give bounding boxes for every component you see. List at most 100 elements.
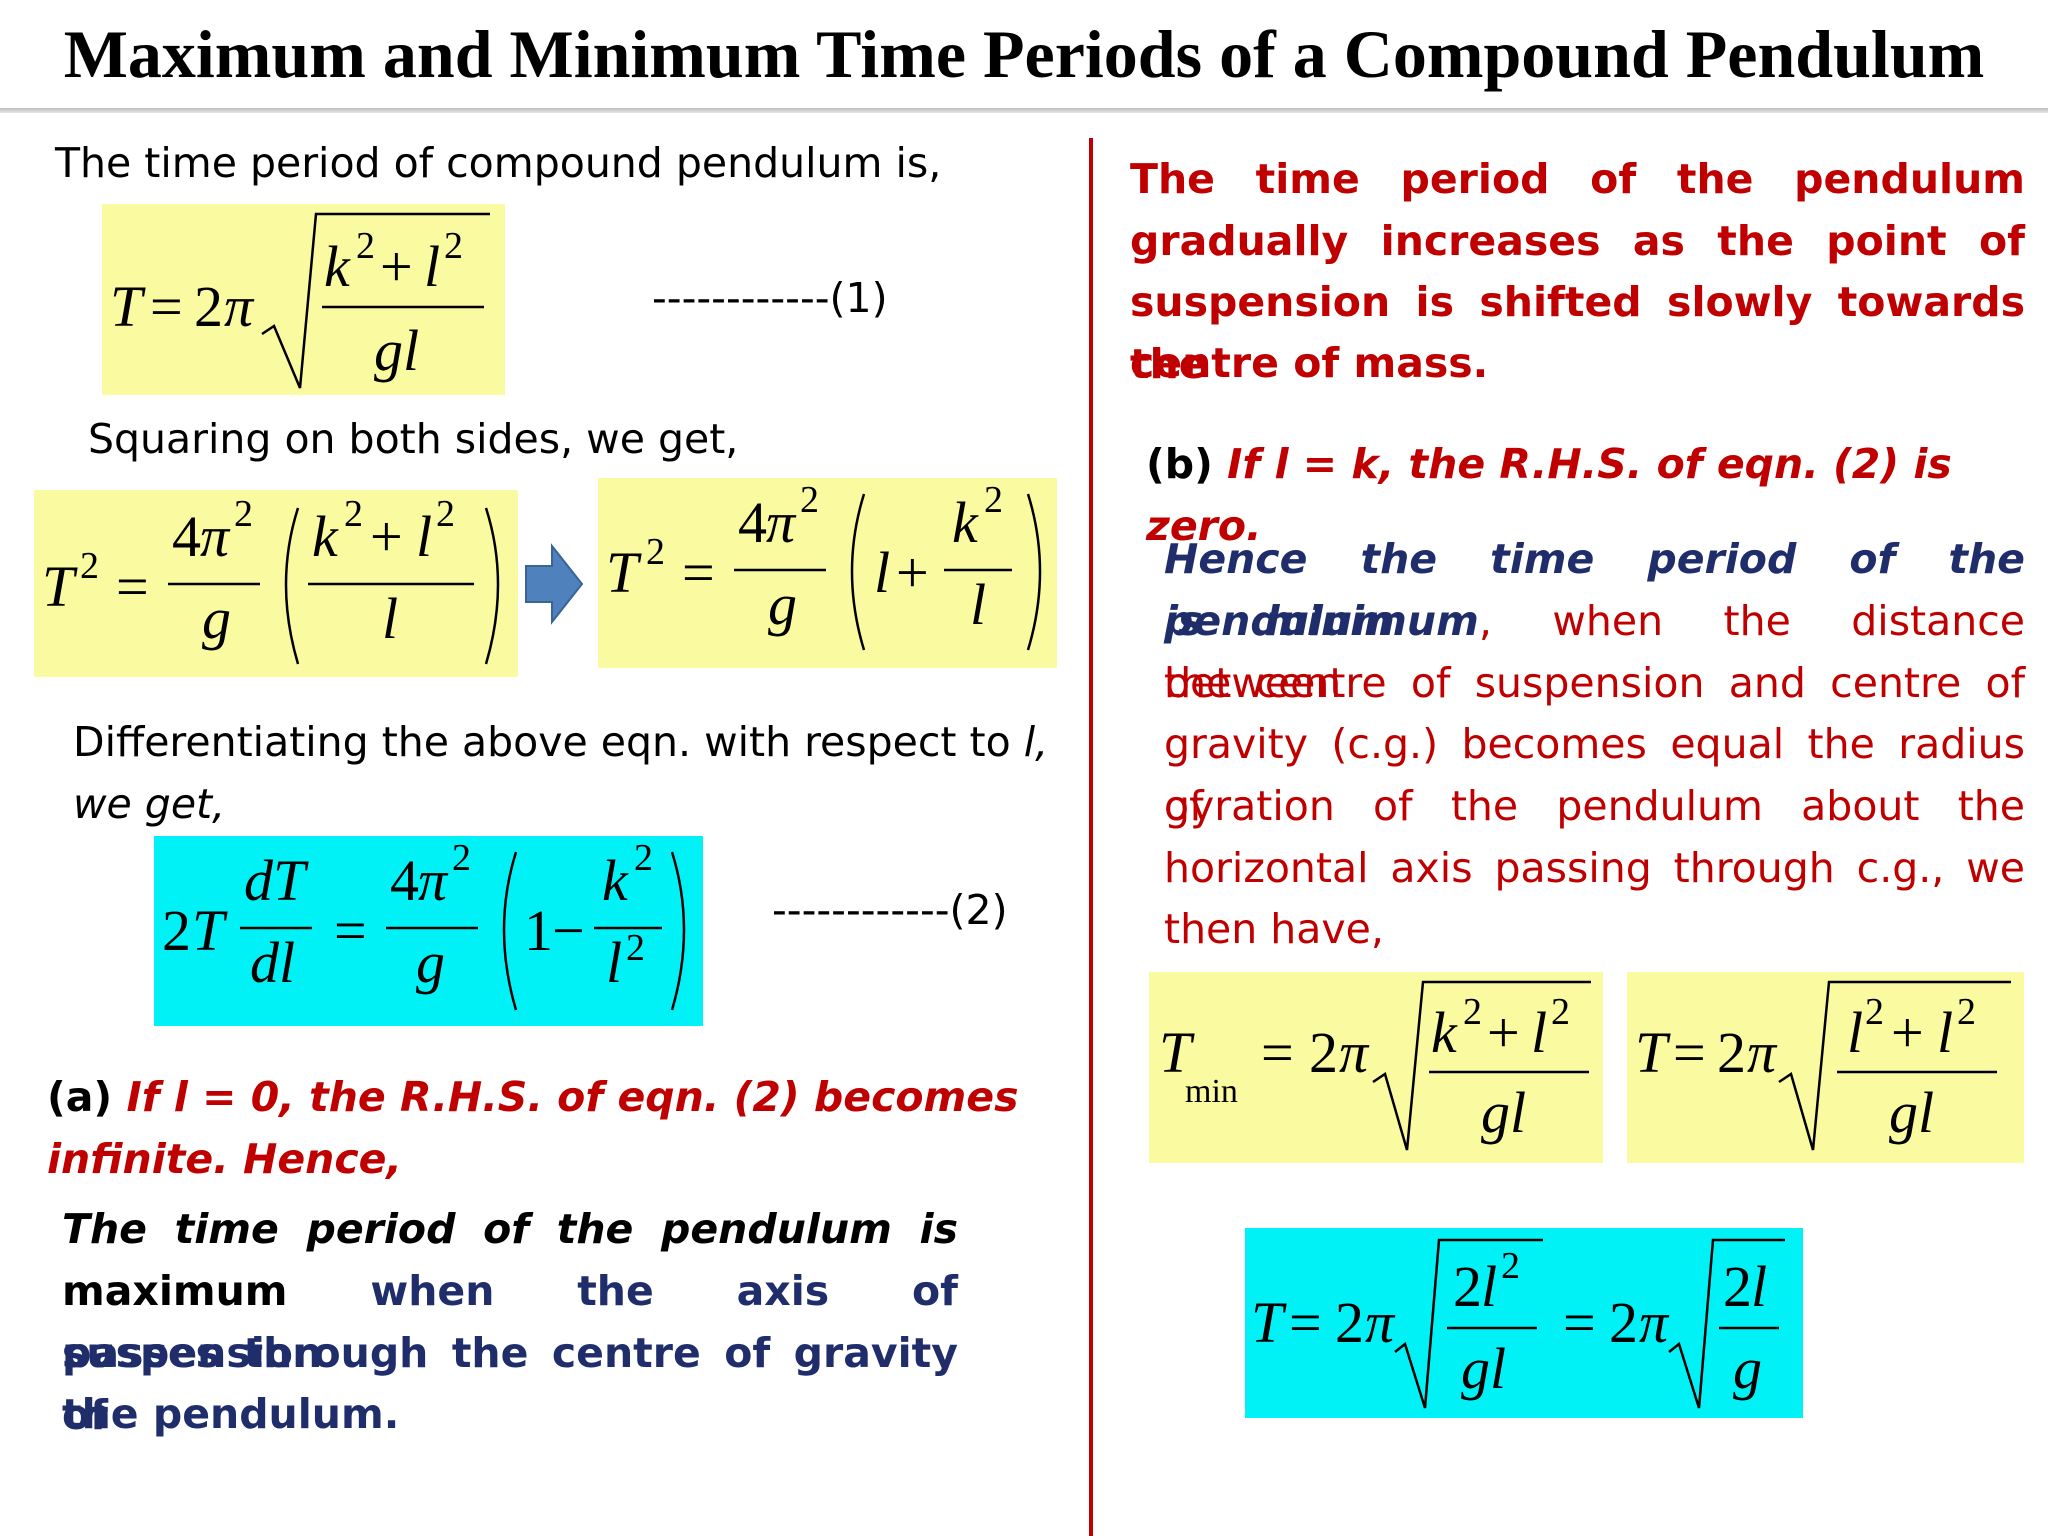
svg-text:T: T: [1159, 1020, 1195, 1085]
right-arrow-icon: [525, 543, 584, 625]
svg-text:1: 1: [524, 898, 553, 963]
svg-text:2: 2: [1609, 1290, 1638, 1355]
svg-text:2: 2: [1551, 991, 1570, 1033]
svg-text:2: 2: [80, 545, 99, 587]
svg-text:2: 2: [1463, 991, 1482, 1033]
svg-text:2: 2: [436, 493, 455, 535]
svg-text:l: l: [1531, 1000, 1547, 1065]
max-line1-text: The time period of the pendulum is: [62, 1205, 958, 1253]
max-line4: the pendulum.: [62, 1390, 400, 1438]
equation-squared-box: T 2 = 4 π 2 g k 2 + l 2 l: [34, 490, 518, 677]
svg-text:+: +: [1891, 1000, 1924, 1065]
svg-text:2: 2: [1723, 1254, 1752, 1319]
tmin-equation: T min = 2 π k 2 + l 2 gl: [1159, 980, 1591, 1151]
case-b-condition: If l = k, the R.H.S. of eqn. (2) is zero…: [1146, 440, 1952, 550]
svg-text:k: k: [324, 234, 351, 299]
svg-text:k: k: [1431, 1000, 1458, 1065]
svg-text:T: T: [110, 274, 146, 339]
max-keyword: maximum: [62, 1267, 288, 1315]
svg-text:l: l: [1481, 1254, 1497, 1319]
svg-text:2: 2: [194, 274, 223, 339]
svg-text:k: k: [952, 490, 979, 555]
squaring-text: Squaring on both sides, we get,: [88, 415, 739, 463]
svg-text:T: T: [1251, 1290, 1287, 1355]
max-line2: maximum when the axis of suspension: [62, 1260, 958, 1384]
min-line2: is minimum, when the distance between: [1164, 590, 2025, 714]
final-equation: T = 2 π 2 l 2 gl = 2 π 2 l g: [1251, 1238, 1785, 1409]
page-title: Maximum and Minimum Time Periods of a Co…: [63, 16, 1985, 92]
svg-text:π: π: [766, 490, 797, 555]
svg-text:2: 2: [626, 927, 645, 969]
svg-text:−: −: [552, 898, 585, 963]
svg-text:g: g: [768, 572, 797, 637]
svg-text:l: l: [1937, 1000, 1953, 1065]
svg-text:gl: gl: [374, 318, 419, 383]
svg-text:=: =: [1673, 1020, 1706, 1085]
case-b-label: (b): [1146, 440, 1213, 488]
svg-text:π: π: [1339, 1020, 1370, 1085]
t-substituted-box: T = 2 π l 2 + l 2 gl: [1627, 972, 2024, 1163]
svg-text:π: π: [224, 274, 255, 339]
equation-2-tag: ------------(2): [772, 886, 1008, 934]
svg-text:2: 2: [234, 493, 253, 535]
svg-text:2: 2: [356, 225, 375, 267]
svg-text:+: +: [896, 540, 929, 605]
svg-text:=: =: [334, 898, 367, 963]
svg-text:2: 2: [1865, 991, 1884, 1033]
tmin-equation-box: T min = 2 π k 2 + l 2 gl: [1149, 972, 1603, 1163]
svg-text:min: min: [1185, 1073, 1238, 1110]
differentiate-variable: l,: [1023, 718, 1049, 766]
svg-text:2: 2: [1309, 1020, 1338, 1085]
differentiate-text-cont: we get,: [73, 780, 226, 828]
max-line1: The time period of the pendulum is: [62, 1198, 958, 1260]
svg-text:π: π: [200, 504, 231, 569]
svg-text:π: π: [1747, 1020, 1778, 1085]
svg-text:4: 4: [390, 848, 419, 913]
svg-text:2: 2: [452, 837, 471, 879]
min-line7: then have,: [1164, 905, 1384, 953]
svg-text:T: T: [1635, 1020, 1671, 1085]
svg-text:2: 2: [444, 225, 463, 267]
right-red-line4: centre of mass.: [1130, 339, 1489, 387]
svg-text:π: π: [418, 848, 449, 913]
final-equation-box: T = 2 π 2 l 2 gl = 2 π 2 l g: [1245, 1228, 1803, 1418]
svg-text:l: l: [1751, 1254, 1767, 1319]
case-a-condition: If l = 0, the R.H.S. of eqn. (2) becomes: [126, 1073, 1019, 1121]
min-line4: gravity (c.g.) becomes equal the radius …: [1164, 720, 2025, 830]
svg-text:l: l: [1847, 1000, 1863, 1065]
min-line5: gyration of the pendulum about the: [1164, 782, 2025, 830]
svg-text:l: l: [874, 540, 890, 605]
column-divider: [1089, 138, 1093, 1536]
svg-text:4: 4: [738, 490, 767, 555]
max-line3: passes through the centre of gravity of: [62, 1329, 958, 1439]
equation-1-box: T = 2 π k 2 + l 2 gl: [102, 204, 505, 395]
svg-text:2: 2: [800, 479, 819, 521]
svg-text:π: π: [1639, 1290, 1670, 1355]
differentiate-text: Differentiating the above eqn. with resp…: [73, 711, 1048, 773]
svg-text:l: l: [424, 234, 440, 299]
svg-text:l: l: [970, 572, 986, 637]
svg-text:2: 2: [634, 837, 653, 879]
svg-text:g: g: [1733, 1336, 1762, 1401]
intro-text: The time period of compound pendulum is,: [55, 139, 942, 187]
svg-text:π: π: [1365, 1290, 1396, 1355]
min-line6: horizontal axis passing through c.g., we: [1164, 844, 2025, 892]
right-red-line1: The time period of the pendulum: [1130, 155, 2025, 203]
svg-text:2: 2: [1335, 1290, 1364, 1355]
svg-text:=: =: [150, 274, 183, 339]
svg-text:+: +: [380, 234, 413, 299]
min-line3: the centre of suspension and centre of: [1164, 659, 2025, 707]
svg-text:k: k: [602, 848, 629, 913]
svg-text:gl: gl: [1461, 1336, 1506, 1401]
right-red-line2: gradually increases as the point of: [1130, 217, 2025, 265]
svg-text:2: 2: [1717, 1020, 1746, 1085]
svg-text:2: 2: [646, 531, 665, 573]
svg-text:T: T: [192, 898, 228, 963]
differentiate-text-main: Differentiating the above eqn. with resp…: [73, 718, 1024, 766]
svg-text:=: =: [1261, 1020, 1294, 1085]
min-line2-text: , when the distance between: [1164, 597, 2026, 707]
case-a-label: (a): [47, 1073, 113, 1121]
svg-text:l: l: [382, 586, 398, 651]
svg-text:+: +: [370, 504, 403, 569]
svg-text:l: l: [416, 504, 432, 569]
